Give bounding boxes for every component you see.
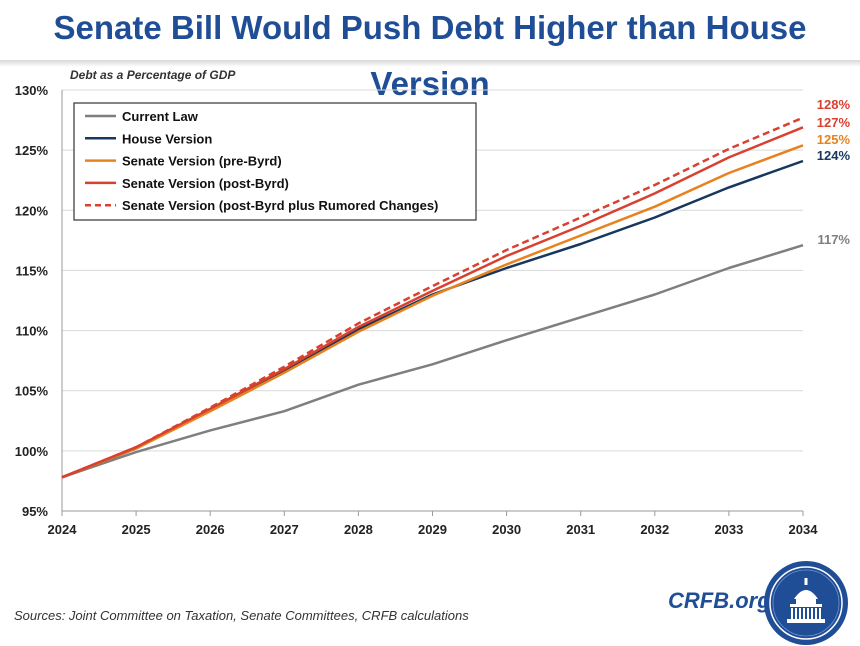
x-tick-label: 2029: [418, 522, 447, 537]
end-label-2: 125%: [817, 132, 851, 147]
chart-title: Senate Bill Would Push Debt Higher than …: [53, 9, 807, 102]
axes: 95% 100% 105% 110% 115% 120% 125% 130% 2024 2025 2…: [15, 83, 818, 537]
title-divider: [0, 60, 860, 67]
legend-label-4: Senate Version (post-Byrd plus Rumored C…: [122, 198, 438, 213]
x-tick-label: 2034: [789, 522, 819, 537]
y-tick-label: 130%: [15, 83, 49, 98]
crfb-seal-logo: [764, 561, 848, 645]
brand-link[interactable]: CRFB.org: [668, 588, 771, 613]
x-tick-label: 2030: [492, 522, 521, 537]
x-tick-label: 2033: [714, 522, 743, 537]
y-tick-label: 100%: [15, 444, 49, 459]
legend-label-0: Current Law: [122, 109, 199, 124]
x-tick-label: 2028: [344, 522, 373, 537]
end-label-0: 117%: [817, 232, 850, 247]
series-line-4: [61, 116, 804, 479]
x-tick-label: 2026: [196, 522, 225, 537]
series-lines: [61, 116, 804, 479]
series-line-2: [61, 144, 804, 479]
y-tick-label: 105%: [15, 384, 49, 399]
y-tick-label: 115%: [15, 263, 48, 278]
source-note: Sources: Joint Committee on Taxation, Se…: [14, 608, 469, 623]
chart-subtitle: Debt as a Percentage of GDP: [70, 68, 236, 82]
legend-label-3: Senate Version (post-Byrd): [122, 176, 289, 191]
end-label-1: 124%: [817, 148, 851, 163]
x-tick-label: 2024: [48, 522, 78, 537]
legend-box: [73, 102, 477, 221]
x-tick-label: 2031: [566, 522, 595, 537]
end-label-4: 128%: [817, 97, 851, 112]
legend-label-1: House Version: [122, 131, 212, 146]
y-tick-label: 125%: [15, 143, 49, 158]
end-label-3: 127%: [817, 115, 851, 130]
legend-label-2: Senate Version (pre-Byrd): [122, 154, 282, 169]
y-tick-label: 120%: [15, 203, 49, 218]
y-tick-label: 110%: [15, 324, 48, 339]
end-labels: 117% 124%125% 127% 128%: [817, 97, 851, 247]
y-tick-label: 95%: [22, 504, 48, 519]
x-tick-label: 2032: [640, 522, 669, 537]
legend: Current Law House Version Senate Version (…: [73, 102, 477, 221]
x-tick-label: 2025: [122, 522, 151, 537]
series-line-0: [61, 244, 804, 479]
x-tick-label: 2027: [270, 522, 299, 537]
